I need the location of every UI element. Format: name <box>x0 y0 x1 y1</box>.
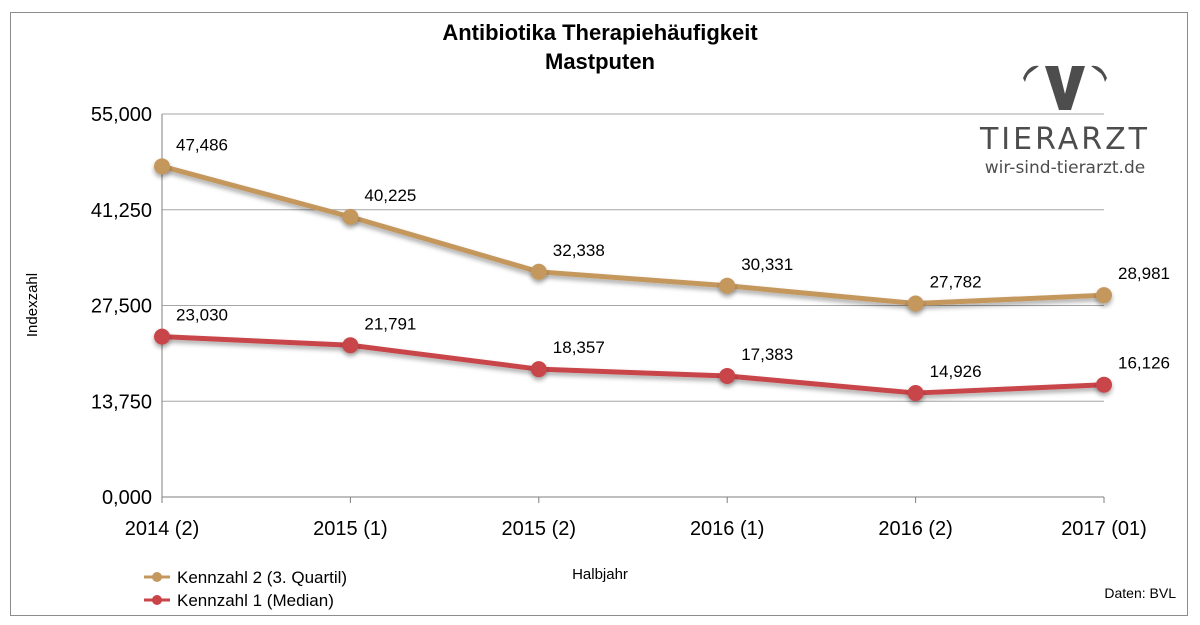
data-point <box>154 158 170 175</box>
data-label: 40,225 <box>364 186 416 205</box>
logo-wordmark: TIERARZT <box>979 122 1150 157</box>
y-tick-label: 27,500 <box>91 296 152 318</box>
chart-title-line2: Mastputen <box>545 49 655 74</box>
data-label: 16,126 <box>1118 354 1170 373</box>
data-label: 17,383 <box>741 345 793 364</box>
data-label: 30,331 <box>741 255 793 274</box>
tierarzt-logo-mark-icon <box>1023 65 1107 110</box>
y-tick-label: 55,000 <box>91 104 152 126</box>
x-axis-label: Halbjahr <box>572 566 628 583</box>
data-point <box>1096 287 1112 304</box>
data-label: 23,030 <box>176 306 228 325</box>
tierarzt-logo: TIERARZT wir-sind-tierarzt.de <box>965 60 1165 180</box>
chart-frame <box>10 12 1188 616</box>
x-tick-label: 2016 (2) <box>878 518 953 540</box>
y-tick-label: 41,250 <box>91 200 152 222</box>
data-label: 28,981 <box>1118 264 1170 283</box>
data-label: 27,782 <box>930 273 982 292</box>
x-tick-label: 2014 (2) <box>125 518 200 540</box>
data-point <box>530 263 547 280</box>
data-point <box>719 367 736 384</box>
data-label: 47,486 <box>176 135 228 154</box>
y-tick-label: 0,000 <box>102 487 152 509</box>
chart-title-line1: Antibiotika Therapiehäufigkeit <box>442 20 758 45</box>
legend-label: Kennzahl 1 (Median) <box>177 591 334 610</box>
x-tick-label: 2015 (1) <box>313 518 388 540</box>
chart-title: Antibiotika Therapiehäufigkeit Mastputen <box>0 18 1200 76</box>
data-label: 32,338 <box>553 241 605 260</box>
data-point <box>342 208 359 225</box>
series-line <box>161 163 1105 307</box>
data-point <box>907 295 924 312</box>
data-point <box>907 385 924 402</box>
logo-url: wir-sind-tierarzt.de <box>984 158 1146 178</box>
y-axis-label: Indexzahl <box>24 273 41 337</box>
data-point <box>154 328 170 345</box>
legend-label: Kennzahl 2 (3. Quartil) <box>177 568 347 587</box>
x-tick-label: 2015 (2) <box>502 518 577 540</box>
data-point <box>530 361 547 378</box>
y-tick-label: 13,750 <box>91 391 152 413</box>
data-label: 14,926 <box>930 362 982 381</box>
data-label: 21,791 <box>364 314 416 333</box>
legend-marker <box>152 572 162 582</box>
x-tick-label: 2017 (01) <box>1061 518 1147 540</box>
data-label: 18,357 <box>553 338 605 357</box>
source-note: Daten: BVL <box>1104 585 1176 601</box>
legend-marker <box>152 595 162 605</box>
data-point <box>342 337 359 354</box>
series-line <box>161 334 1105 396</box>
data-point <box>719 277 736 294</box>
x-tick-label: 2016 (1) <box>690 518 765 540</box>
data-point <box>1096 376 1112 393</box>
